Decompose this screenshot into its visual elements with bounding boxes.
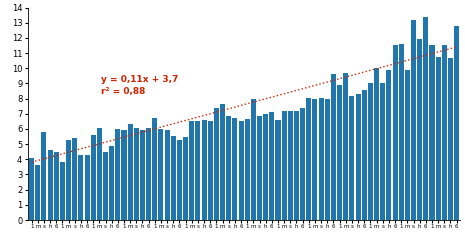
Bar <box>134 128 139 220</box>
Bar <box>85 155 90 220</box>
Bar <box>380 84 385 220</box>
Bar <box>331 74 336 220</box>
Bar <box>97 128 102 220</box>
Bar <box>220 104 225 220</box>
Bar <box>288 112 293 220</box>
Bar <box>306 98 312 220</box>
Bar <box>115 129 120 220</box>
Bar <box>294 111 299 220</box>
Bar <box>72 138 77 220</box>
Bar <box>109 146 114 220</box>
Bar <box>368 83 373 220</box>
Bar <box>78 156 83 220</box>
Bar <box>29 158 34 220</box>
Bar <box>325 98 330 220</box>
Bar <box>269 112 274 220</box>
Bar <box>442 46 447 220</box>
Bar <box>208 121 213 220</box>
Bar <box>165 130 170 220</box>
Bar <box>300 108 305 220</box>
Bar <box>343 73 348 220</box>
Bar <box>232 118 238 220</box>
Bar <box>312 98 318 220</box>
Bar <box>430 45 434 220</box>
Bar <box>159 129 164 220</box>
Bar <box>399 44 404 220</box>
Bar <box>195 120 200 220</box>
Bar <box>152 118 157 220</box>
Bar <box>257 116 262 220</box>
Bar <box>214 108 219 220</box>
Bar <box>177 140 182 220</box>
Bar <box>121 130 126 220</box>
Bar <box>454 26 459 220</box>
Bar <box>103 152 108 220</box>
Bar <box>146 128 151 220</box>
Bar <box>392 45 398 220</box>
Bar <box>282 112 287 220</box>
Bar <box>171 136 176 220</box>
Bar <box>319 98 324 220</box>
Bar <box>245 119 250 220</box>
Bar <box>226 116 231 220</box>
Bar <box>251 98 256 220</box>
Bar <box>356 94 361 220</box>
Bar <box>436 57 441 220</box>
Bar <box>417 38 422 220</box>
Bar <box>405 70 410 220</box>
Bar <box>374 68 379 220</box>
Bar <box>91 135 96 220</box>
Text: y = 0,11x + 3,7
r² = 0,88: y = 0,11x + 3,7 r² = 0,88 <box>101 76 179 96</box>
Bar <box>127 124 133 220</box>
Bar <box>35 165 40 220</box>
Bar <box>66 140 71 220</box>
Bar <box>263 114 268 220</box>
Bar <box>448 58 453 220</box>
Bar <box>362 90 367 220</box>
Bar <box>54 152 59 220</box>
Bar <box>60 162 65 220</box>
Bar <box>239 120 244 220</box>
Bar <box>183 136 188 220</box>
Bar <box>349 96 354 220</box>
Bar <box>386 70 392 220</box>
Bar <box>275 120 280 220</box>
Bar <box>140 130 145 220</box>
Bar <box>189 121 194 220</box>
Bar <box>41 132 46 220</box>
Bar <box>337 85 342 220</box>
Bar <box>201 120 206 220</box>
Bar <box>423 16 428 220</box>
Bar <box>411 20 416 220</box>
Bar <box>47 150 53 220</box>
